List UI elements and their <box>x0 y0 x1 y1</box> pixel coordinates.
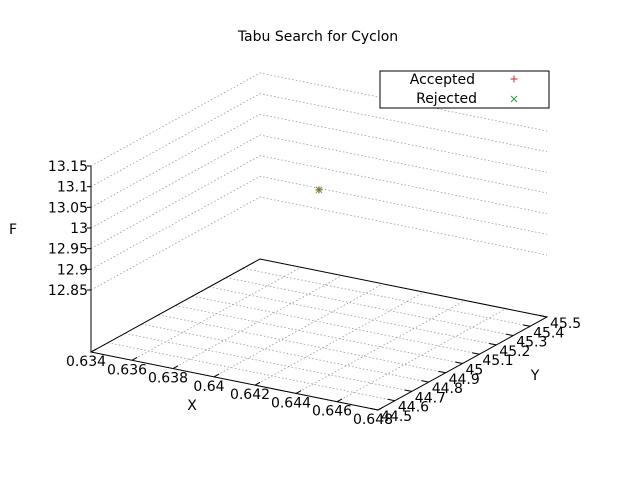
y-grid-line <box>209 286 497 346</box>
x-tick-label: 0.648 <box>353 412 393 428</box>
x-grid-line <box>172 275 343 369</box>
y-tick-label: 45.5 <box>550 316 581 332</box>
y-tick-mark <box>489 342 497 346</box>
y-grid-line <box>141 323 429 383</box>
x-tick-label: 0.636 <box>107 362 147 378</box>
chart-title: Tabu Search for Cyclon <box>237 29 398 45</box>
y-tick-label: 44.9 <box>449 372 480 388</box>
y-tick-label: 45 <box>466 363 484 379</box>
y-tick-label: 45.4 <box>533 325 564 341</box>
y-grid-line <box>124 333 412 392</box>
y-tick-label: 45.1 <box>482 353 513 369</box>
z-tick-label: 13.15 <box>48 159 88 175</box>
x-tick-mark <box>377 406 384 411</box>
x-tick-mark <box>254 381 261 386</box>
y-tick-label: 44.8 <box>432 381 463 397</box>
x-axis-label: X <box>187 398 197 414</box>
y-grid-line <box>226 277 514 336</box>
y-tick-mark <box>404 389 412 392</box>
x-tick-mark <box>172 365 179 370</box>
z-grid-line <box>90 113 548 208</box>
y-tick-mark <box>505 333 514 337</box>
legend-marker-cross <box>510 95 518 103</box>
y-tick-label: 44.6 <box>398 400 429 416</box>
y-tick-mark <box>539 315 548 318</box>
x-tick-mark <box>90 348 97 353</box>
z-grid-line <box>90 155 548 250</box>
x-grid-line <box>213 283 384 378</box>
y-tick-mark <box>455 361 463 364</box>
y-tick-label: 45.2 <box>499 344 530 360</box>
legend-marker-rejected <box>510 95 518 103</box>
y-tick-mark <box>421 380 429 383</box>
legend-marker-plus <box>510 75 518 83</box>
x-tick-label: 0.642 <box>230 387 270 403</box>
x-tick-mark <box>336 398 343 403</box>
data-point-rejected <box>315 186 323 194</box>
z-grid-line <box>90 93 548 188</box>
y-tick-label: 45.3 <box>516 335 547 351</box>
z-tick-label: 13.05 <box>48 200 88 216</box>
y-grid-line <box>175 305 463 364</box>
y-grid-line <box>107 342 395 402</box>
z-grid-line <box>90 196 548 291</box>
legend-label-rejected: Rejected <box>416 91 477 107</box>
z-grid-line <box>90 175 548 270</box>
x-tick-label: 0.638 <box>148 371 188 387</box>
z-tick-label: 12.95 <box>48 242 88 258</box>
z-tick-label: 12.85 <box>48 283 88 299</box>
x-tick-mark <box>213 373 220 378</box>
z-grid-line <box>90 72 548 167</box>
legend-label-accepted: Accepted <box>410 72 475 88</box>
x-grid-line <box>295 300 466 394</box>
y-axis-label: Y <box>530 368 540 384</box>
y-grid-line <box>243 267 531 327</box>
x-tick-label: 0.644 <box>271 395 311 411</box>
tick-label-layer: 0.6340.6360.6380.640.6420.6440.6460.6484… <box>48 159 581 428</box>
z-grid-line <box>90 134 548 229</box>
y-tick-mark <box>370 408 379 411</box>
x-tick-label: 0.64 <box>193 379 224 395</box>
z-tick-label: 13.1 <box>57 180 88 196</box>
axis-layer <box>87 165 549 411</box>
y-grid-line <box>192 295 480 355</box>
y-grid-line <box>158 314 446 374</box>
z-tick-label: 13 <box>70 221 88 237</box>
x-tick-mark <box>295 390 302 394</box>
y-tick-label: 44.7 <box>415 390 446 406</box>
z-axis-label: F <box>9 222 17 238</box>
x-grid-line <box>336 308 507 403</box>
data-point-layer <box>315 186 323 194</box>
x-tick-label: 0.634 <box>66 354 106 370</box>
y-tick-label: 44.5 <box>381 409 412 425</box>
z-tick-label: 12.9 <box>57 262 88 278</box>
y-tick-mark <box>387 398 395 402</box>
x-tick-label: 0.646 <box>312 404 352 420</box>
legend-box <box>379 70 550 109</box>
y-tick-mark <box>438 370 446 374</box>
x-tick-mark <box>131 357 138 361</box>
legend-marker-accepted <box>510 75 518 83</box>
y-tick-mark <box>522 324 531 327</box>
y-tick-mark <box>472 352 480 355</box>
legend: Accepted Rejected <box>379 70 550 109</box>
grid-layer <box>90 72 548 411</box>
